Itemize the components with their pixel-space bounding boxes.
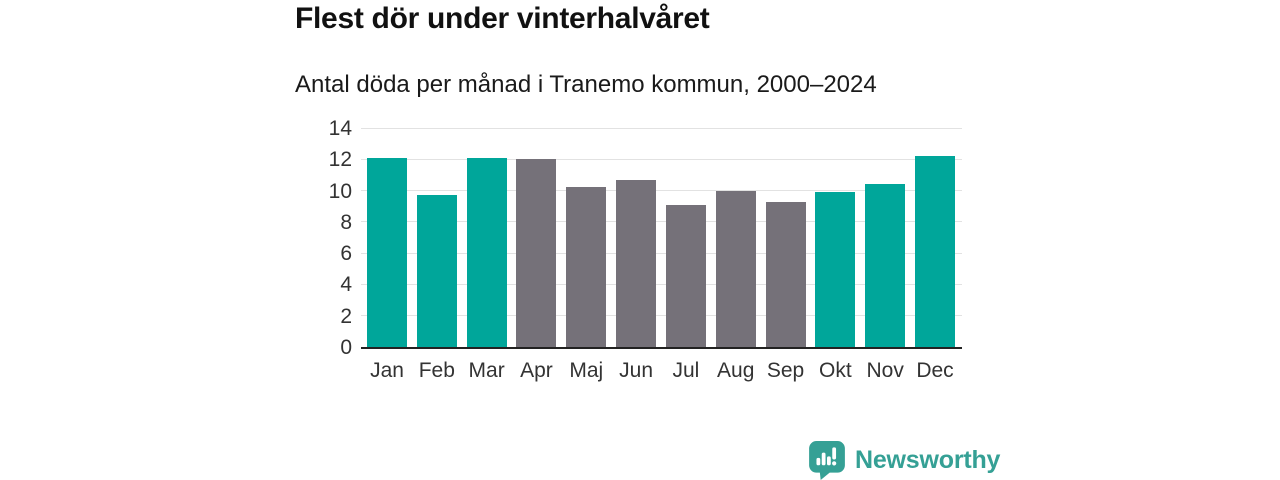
y-tick-label-8: 8 — [340, 210, 352, 234]
gridline-14 — [361, 127, 962, 129]
x-tick-label-Maj: Maj — [569, 359, 604, 382]
y-tick-label-10: 10 — [328, 179, 352, 203]
bar-Jun — [616, 179, 657, 347]
gridline-2 — [361, 315, 962, 317]
gridline-12 — [361, 158, 962, 160]
bar-Dec — [915, 156, 955, 347]
y-tick-label-6: 6 — [340, 242, 352, 266]
plot-area — [361, 127, 962, 349]
newsworthy-branding: Newsworthy — [808, 440, 1000, 480]
x-tick-label-Jan: Jan — [370, 359, 404, 382]
y-tick-label-4: 4 — [340, 273, 352, 297]
bar-Apr — [516, 159, 557, 347]
bar-Jan — [367, 157, 407, 347]
bar-Okt — [815, 192, 856, 347]
y-tick-label-2: 2 — [340, 304, 352, 328]
y-tick-label-14: 14 — [328, 117, 352, 140]
x-tick-label-Apr: Apr — [520, 359, 553, 382]
x-tick-label-Jun: Jun — [619, 359, 654, 382]
x-tick-label-Nov: Nov — [866, 359, 904, 382]
gridline-10 — [361, 190, 962, 192]
x-tick-label-Dec: Dec — [916, 359, 954, 382]
bar-Jul — [665, 204, 706, 347]
bar-Mar — [466, 157, 507, 347]
gridline-4 — [361, 283, 962, 285]
bar-Nov — [865, 184, 906, 347]
y-tick-label-0: 0 — [340, 336, 352, 359]
newsworthy-brand-name: Newsworthy — [855, 446, 1001, 474]
x-tick-label-Feb: Feb — [418, 359, 455, 382]
x-tick-label-Aug: Aug — [717, 359, 755, 382]
bar-Sep — [765, 201, 806, 347]
chart-subtitle: Antal döda per månad i Tranemo kommun, 2… — [295, 71, 877, 98]
bar-Feb — [416, 195, 457, 347]
x-tick-label-Sep: Sep — [766, 359, 805, 382]
y-tick-label-12: 12 — [328, 148, 352, 172]
x-axis: Jan Feb Mar Apr Maj Jun Jul Aug Sep Okt Nov Dec — [361, 358, 962, 386]
x-tick-label-Jul: Jul — [672, 359, 700, 382]
x-tick-label-Okt: Okt — [819, 359, 852, 382]
y-axis: 0 2 4 6 8 10 12 14 — [300, 118, 352, 359]
gridline-6 — [361, 252, 962, 254]
x-tick-label-Mar: Mar — [468, 359, 505, 382]
chart-title: Flest dör under vinterhalvåret — [295, 2, 710, 35]
bar-Aug — [715, 190, 756, 347]
bar-Maj — [566, 187, 607, 347]
gridline-8 — [361, 221, 962, 223]
newsworthy-logo-icon — [809, 441, 845, 480]
